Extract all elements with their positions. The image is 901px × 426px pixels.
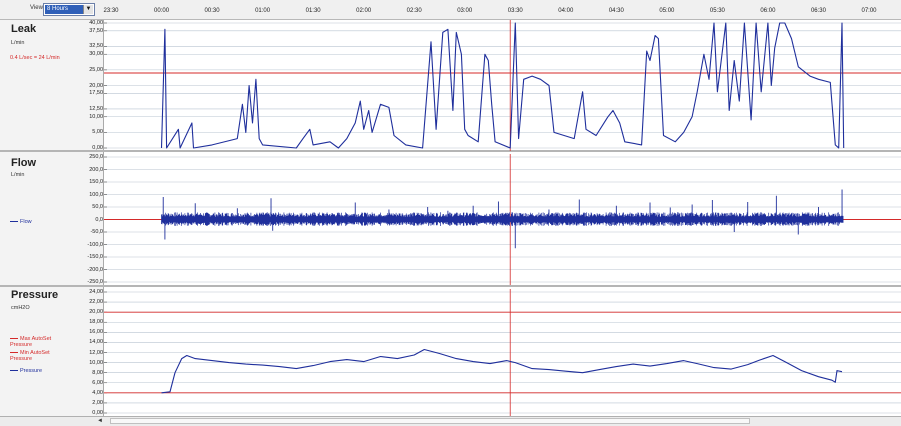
max-pressure-legend-label: Max AutoSet Pressure <box>10 336 52 348</box>
scroll-left-icon[interactable]: ◄ <box>97 418 103 424</box>
y-tick-label: 25,00 <box>89 66 103 73</box>
chevron-down-icon[interactable]: ▼ <box>83 5 93 14</box>
time-tick-label: 00:00 <box>154 8 170 14</box>
y-tick-label: 250,0 <box>89 154 103 160</box>
flow-legend-item: Flow <box>10 219 32 225</box>
y-tick-label: 40,00 <box>89 20 103 26</box>
legend-line-icon <box>10 338 18 340</box>
y-tick-label: -100,0 <box>87 241 103 248</box>
time-tick-label: 00:30 <box>204 8 220 14</box>
y-tick-label: 14,00 <box>89 339 103 346</box>
max-pressure-legend-item: Max AutoSet Pressure <box>10 336 70 348</box>
pressure-series-line <box>161 348 843 394</box>
time-tick-label: 01:30 <box>305 8 321 14</box>
flow-legend-label: Flow <box>20 219 32 225</box>
view-label: View <box>30 5 43 11</box>
leak-series-line <box>160 22 845 149</box>
y-tick-label: 20,00 <box>89 309 103 316</box>
time-tick-label: 01:00 <box>255 8 271 14</box>
y-tick-label: 12,00 <box>89 349 103 356</box>
time-tick-label: 03:30 <box>507 8 523 14</box>
flow-series-envelope <box>161 212 844 226</box>
pressure-panel-unit: cmH2O <box>11 305 30 311</box>
min-pressure-legend-label: Min AutoSet Pressure <box>10 350 50 362</box>
panel-sidebar <box>0 20 104 416</box>
y-tick-label: -200,0 <box>87 266 103 273</box>
time-tick-label: 02:00 <box>356 8 372 14</box>
flow-y-axis-labels: 250,0 200,0 150,0 100,0 50,0 0,0 -50,0 -100,0 -1… <box>84 20 103 416</box>
y-tick-label: 30,00 <box>89 51 103 58</box>
y-tick-label: 10,00 <box>89 113 103 120</box>
y-tick-label: -150,0 <box>87 254 103 260</box>
y-tick-label: 50,0 <box>92 204 103 210</box>
time-tick-label: 06:30 <box>810 8 826 14</box>
time-tick-label: 04:30 <box>608 8 624 14</box>
time-tick-label: 05:00 <box>659 8 675 14</box>
pressure-legend-item: Pressure <box>10 368 42 374</box>
y-tick-label: 0,00 <box>92 145 103 151</box>
legend-line-icon <box>10 221 18 223</box>
leak-panel-title: Leak <box>11 23 37 35</box>
y-tick-label: 18,00 <box>89 319 103 326</box>
panel-divider[interactable] <box>0 285 901 287</box>
y-tick-label: 22,00 <box>89 299 103 306</box>
y-tick-label: 4,00 <box>92 389 103 396</box>
y-tick-label: 37,50 <box>89 27 103 34</box>
pressure-legend-label: Pressure <box>20 368 43 374</box>
y-tick-label: 24,00 <box>89 289 103 295</box>
y-tick-label: 6,00 <box>92 379 103 386</box>
plot-area[interactable] <box>104 20 901 416</box>
legend-line-icon <box>10 370 18 372</box>
y-tick-label: 0,00 <box>92 410 103 416</box>
y-tick-label: -250,0 <box>87 279 103 285</box>
y-tick-label: 5,00 <box>92 129 103 136</box>
horizontal-scrollbar[interactable]: ◄ <box>0 416 901 426</box>
time-tick-label: 04:00 <box>558 8 574 14</box>
y-tick-label: 32,50 <box>89 43 103 50</box>
leak-y-axis-labels: 40,00 37,50 32,50 30,00 25,00 20,00 17,50 12,50… <box>84 20 103 416</box>
y-tick-label: -50,0 <box>90 229 103 235</box>
y-tick-label: 0,0 <box>95 216 103 223</box>
y-tick-label: 10,00 <box>89 359 103 366</box>
time-tick-label: 05:30 <box>709 8 725 14</box>
leak-panel-unit: L/min <box>11 40 25 46</box>
scroll-thumb[interactable] <box>110 418 750 424</box>
legend-line-icon <box>10 352 18 354</box>
flow-panel-unit: L/min <box>11 172 25 178</box>
y-tick-label: 20,00 <box>89 82 103 89</box>
y-tick-label: 2,00 <box>92 399 103 406</box>
y-tick-label: 200,0 <box>89 166 103 173</box>
y-tick-label: 17,50 <box>89 90 103 97</box>
y-tick-label: 100,0 <box>89 191 103 198</box>
y-tick-label: 12,50 <box>89 105 103 112</box>
time-axis-bar: View 8 Hours ▼ 23:30 00:00 00:30 01:00 01:30… <box>0 0 901 20</box>
panel-divider[interactable] <box>0 150 901 152</box>
time-tick-label: 02:30 <box>406 8 422 14</box>
time-tick-label: 06:00 <box>760 8 776 14</box>
y-tick-label: 16,00 <box>89 329 103 336</box>
min-pressure-legend-item: Min AutoSet Pressure <box>10 350 70 362</box>
time-tick-label: 07:00 <box>861 8 877 14</box>
time-tick-label: 23:30 <box>103 8 119 14</box>
time-tick-label: 03:00 <box>457 8 473 14</box>
y-tick-label: 150,0 <box>89 179 103 185</box>
view-range-select[interactable]: 8 Hours ▼ <box>43 3 95 16</box>
leak-threshold-annotation: 0.4 L/sec = 24 L/min <box>10 55 60 61</box>
view-range-value[interactable]: 8 Hours <box>45 5 83 14</box>
pressure-panel-title: Pressure <box>11 289 59 301</box>
pressure-y-axis-labels: 24,00 22,00 20,00 18,00 16,00 14,00 12,00 10,00… <box>84 20 103 416</box>
flow-panel-title: Flow <box>11 157 37 169</box>
y-tick-label: 8,00 <box>92 369 103 376</box>
